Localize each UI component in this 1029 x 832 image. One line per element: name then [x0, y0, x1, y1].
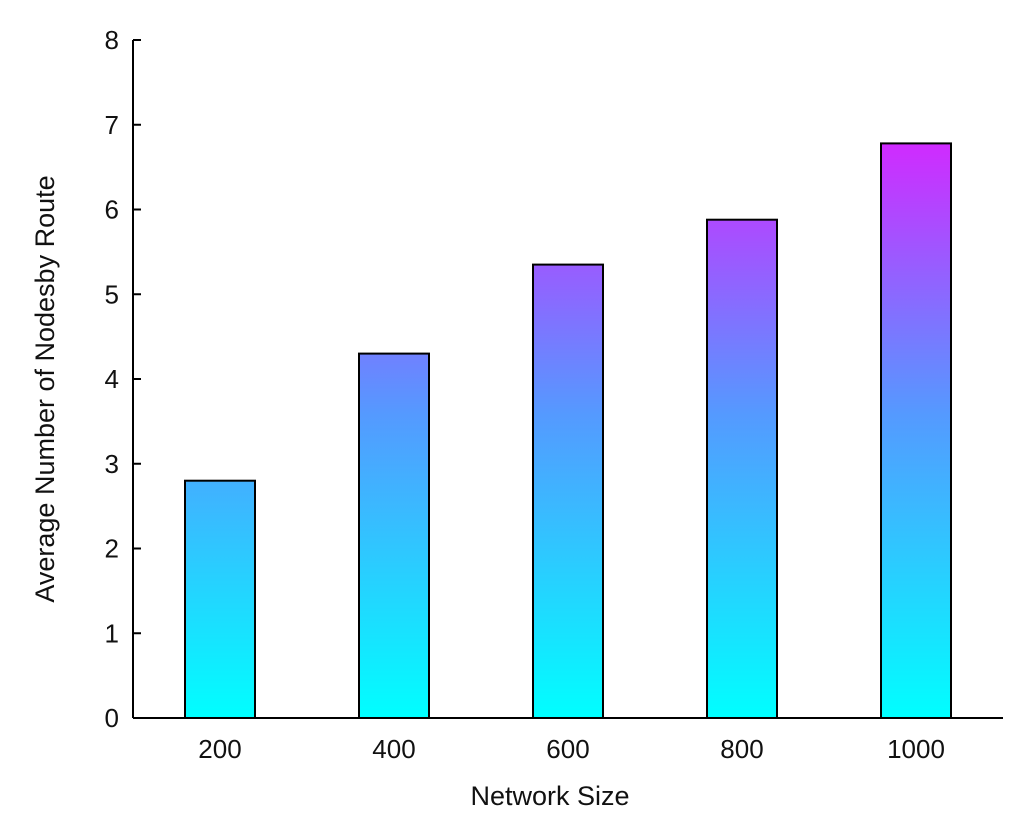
- x-tick-label: 400: [372, 734, 415, 764]
- bar-600: [532, 263, 604, 719]
- y-tick-label: 8: [105, 25, 119, 55]
- bar-400: [358, 352, 430, 719]
- y-tick-label: 4: [105, 364, 119, 394]
- bar-200: [184, 479, 256, 720]
- y-tick-label: 5: [105, 279, 119, 309]
- y-tick-label: 3: [105, 449, 119, 479]
- y-tick-label: 7: [105, 110, 119, 140]
- y-tick-label: 2: [105, 534, 119, 564]
- bar-1000: [880, 142, 952, 719]
- y-tick-label: 0: [105, 703, 119, 733]
- x-tick-label: 1000: [887, 734, 945, 764]
- x-tick-label: 600: [546, 734, 589, 764]
- bars-group: [184, 142, 952, 720]
- bar-800: [706, 218, 778, 719]
- x-axis-title: Network Size: [470, 781, 629, 811]
- x-axis: 200 400 600 800 1000: [133, 717, 1003, 764]
- x-tick-label: 800: [720, 734, 763, 764]
- x-tick-label: 200: [198, 734, 241, 764]
- y-tick-label: 6: [105, 195, 119, 225]
- y-axis-title: Average Number of Nodesby Route: [30, 175, 60, 602]
- y-axis: 0 1 2 3 4 5 6 7 8: [105, 25, 141, 733]
- y-tick-label: 1: [105, 618, 119, 648]
